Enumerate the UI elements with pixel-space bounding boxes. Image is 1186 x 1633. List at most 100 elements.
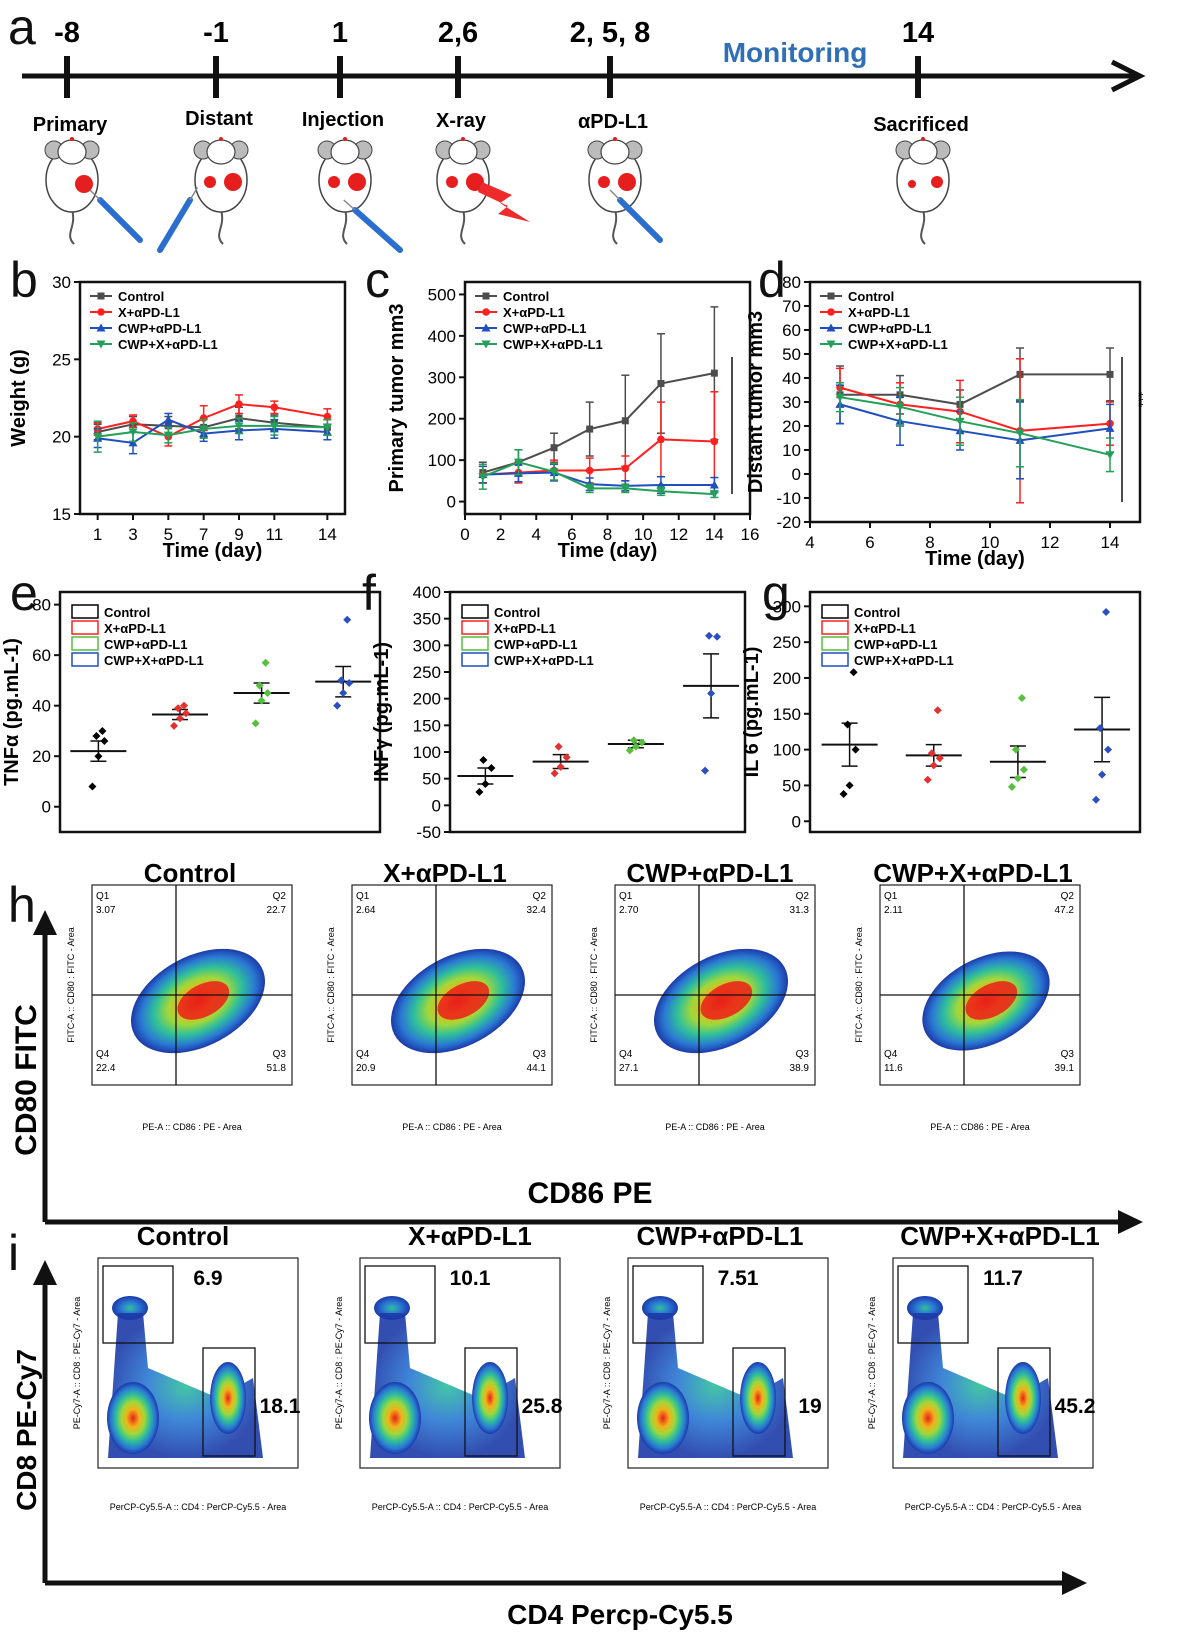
cd8-percent: 7.51	[718, 1267, 759, 1290]
data-point	[88, 782, 97, 791]
quadrant-value-q4: 22.4	[96, 1063, 116, 1074]
quadrant-label-q4: Q4	[96, 1049, 110, 1060]
line-chart-d: d 4 6 8 10 12 14 -20 -10 0 10 20 30 40 50 60 70 80 Time (d…	[745, 252, 1146, 570]
quadrant-label-q1: Q1	[356, 891, 370, 902]
y-tick-label: 400	[428, 327, 456, 346]
marker-triangle	[481, 323, 491, 332]
marker-square	[97, 292, 105, 300]
legend-swatch	[71, 604, 99, 619]
y-tick-label: 100	[428, 451, 456, 470]
quadrant-value-q1: 2.11	[884, 905, 903, 916]
quadrant-value-q1: 2.70	[619, 905, 639, 916]
h-x-arrowhead	[1118, 1210, 1143, 1234]
marker-triangle-down	[895, 403, 905, 412]
data-point	[255, 681, 264, 690]
i-y-arrowhead	[33, 1260, 57, 1285]
mouse-head	[330, 139, 360, 165]
legend-label: Control	[854, 605, 900, 620]
i-x-arrowhead	[1062, 1571, 1087, 1595]
data-point	[923, 775, 932, 784]
timeline-day-label: -8	[54, 17, 80, 49]
flow-plot-h: CWP+X+αPD-L1 Q1 2.11 Q2 47.2 Q3 39.1 Q4 11.6 PE-A…	[854, 858, 1081, 1132]
marker-circle	[482, 308, 490, 316]
marker-circle	[97, 308, 105, 316]
y-tick-label: -50	[416, 823, 441, 842]
line-chart-b: b 1 3 5 7 9 11 14 15 20 25 30 Time (day) Weight (g) Co…	[8, 252, 347, 562]
y-tick-label: 15	[52, 505, 71, 524]
legend-swatch	[461, 604, 489, 619]
mouse-head	[57, 139, 87, 165]
data-point	[625, 746, 634, 755]
flow-plot-title: CWP+αPD-L1	[627, 858, 794, 888]
quadrant-value-q4: 11.6	[884, 1063, 903, 1074]
y-tick-label: 50	[422, 770, 441, 789]
marker-triangle-down	[585, 484, 595, 493]
quadrant-value-q2: 22.7	[267, 905, 287, 916]
y-tick-label: 10	[782, 441, 801, 460]
data-point	[345, 678, 354, 687]
x-tick-label: 14	[1101, 533, 1120, 552]
y-tick-label: 150	[413, 716, 441, 735]
panel-letter-f: f	[362, 565, 376, 621]
data-point	[637, 738, 646, 747]
syringe-needle	[609, 189, 621, 201]
cd4-population	[210, 1362, 246, 1434]
quadrant-value-q2: 47.2	[1055, 905, 1075, 916]
timeline-event-label: Primary	[33, 114, 108, 136]
marker-circle	[585, 466, 594, 475]
mouse-nose	[613, 137, 617, 141]
syringe-icon	[609, 189, 663, 243]
flow-plot-title: X+αPD-L1	[383, 858, 507, 888]
x-tick-label: 16	[741, 525, 760, 544]
marker-triangle-down	[709, 490, 719, 499]
cd4-percent: 45.2	[1055, 1395, 1096, 1418]
legend-swatch	[461, 636, 489, 651]
legend-label: CWP+X+αPD-L1	[848, 337, 948, 352]
legend-label: X+αPD-L1	[848, 305, 910, 320]
legend-label: Control	[848, 289, 894, 304]
h-x-title: CD86 PE	[527, 1177, 652, 1210]
data-point	[1096, 724, 1105, 733]
marker-circle	[323, 412, 332, 421]
marker-triangle-down	[1015, 429, 1025, 438]
quadrant-value-q2: 31.3	[790, 905, 810, 916]
flow-panel-i: i CD8 PE-Cy7 CD4 Percp-Cy5.5 Control6.91…	[8, 1221, 1100, 1630]
data-point	[263, 689, 272, 698]
flow-y-axis-label: PE-Cy7-A :: CD8 : PE-Cy7 - Area	[334, 1297, 344, 1430]
syringe-icon	[343, 199, 403, 253]
mouse-nose	[219, 137, 223, 141]
mouse-tail	[920, 209, 926, 245]
x-tick-label: 8	[925, 533, 934, 552]
cd4-percent: 18.1	[260, 1395, 301, 1418]
flow-y-axis-label: PE-Cy7-A :: CD8 : PE-Cy7 - Area	[867, 1297, 877, 1430]
double-neg-population	[369, 1382, 421, 1454]
timeline-event-label: αPD-L1	[578, 111, 648, 133]
quadrant-label-q1: Q1	[96, 891, 110, 902]
quadrant-label-q3: Q3	[796, 1049, 810, 1060]
tumor-primary	[931, 176, 943, 188]
tumor-distant	[446, 176, 458, 188]
data-point	[182, 709, 190, 718]
flow-plot-h: CWP+αPD-L1 Q1 2.70 Q2 31.3 Q3 38.9 Q4 27.1 PE-A :…	[589, 858, 816, 1132]
x-tick-label: 11	[266, 525, 284, 544]
marker-circle	[270, 403, 279, 412]
y-tick-label: 50	[782, 345, 801, 364]
y-tick-label: 200	[413, 690, 441, 709]
cd8-percent: 10.1	[450, 1267, 491, 1290]
x-axis-title: Time (day)	[925, 548, 1025, 570]
data-point	[333, 701, 342, 710]
data-point	[554, 742, 563, 751]
data-point	[556, 762, 565, 771]
x-tick-label: 5	[164, 525, 173, 544]
xray-bolt-icon	[478, 182, 530, 222]
plot-frame	[808, 590, 1142, 834]
y-tick-label: 20	[32, 747, 51, 766]
data-point	[1092, 795, 1101, 804]
